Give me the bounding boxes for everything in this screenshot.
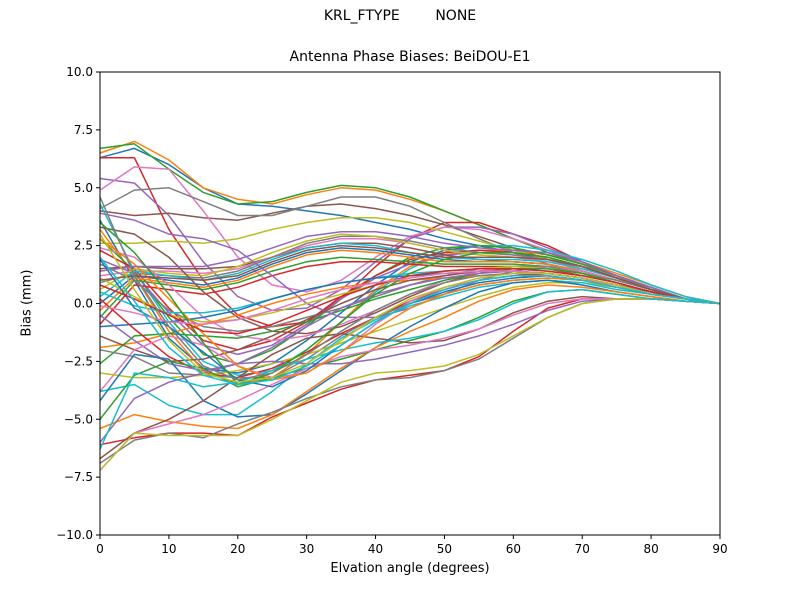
series-layer xyxy=(99,140,721,471)
y-tick-label: −7.5 xyxy=(64,470,93,484)
x-tick-label: 70 xyxy=(575,542,590,556)
plot-area-frame xyxy=(99,71,721,536)
series-line-s50 xyxy=(99,288,721,450)
figure-suptitle: KRL_FTYPE NONE xyxy=(323,8,477,24)
x-tick: 50 xyxy=(437,535,452,556)
x-tick: 70 xyxy=(575,535,590,556)
y-tick-label: 5.0 xyxy=(74,181,93,195)
x-tick-label: 60 xyxy=(506,542,521,556)
x-tick: 30 xyxy=(299,535,314,556)
y-tick-label: 0.0 xyxy=(74,297,93,311)
x-tick: 90 xyxy=(712,535,728,556)
series-line-s44 xyxy=(99,298,721,446)
y-tick-label: −5.0 xyxy=(64,412,93,426)
y-tick-label: 7.5 xyxy=(74,123,93,137)
x-tick: 80 xyxy=(643,535,659,556)
x-tick: 60 xyxy=(506,535,521,556)
x-tick-label: 80 xyxy=(643,542,658,556)
x-tick-label: 50 xyxy=(437,542,452,556)
y-tick: 0.0 xyxy=(74,297,100,311)
y-tick: −5.0 xyxy=(64,412,100,426)
x-tick-label: 90 xyxy=(712,542,727,556)
y-tick: 5.0 xyxy=(74,181,100,195)
x-axis-label: Elvation angle (degrees) xyxy=(330,561,490,576)
y-axis-ticks: −10.0 −7.5 −5.0 −2.5 0.0 2.5 5.0 7.5 10.0 xyxy=(56,65,100,542)
x-tick-label: 20 xyxy=(230,542,245,556)
y-tick-label: 2.5 xyxy=(74,239,93,253)
x-tick: 40 xyxy=(368,535,383,556)
y-tick-label: 10.0 xyxy=(66,65,93,79)
series-line-s02 xyxy=(99,140,721,305)
y-tick-label: −2.5 xyxy=(64,354,93,368)
series-line-s55 xyxy=(99,230,721,305)
y-tick: −2.5 xyxy=(64,354,100,368)
y-tick-label: −10.0 xyxy=(56,528,93,542)
series-line-s10 xyxy=(99,203,721,377)
x-tick: 20 xyxy=(230,535,245,556)
x-tick-label: 10 xyxy=(161,542,176,556)
series-line-s56 xyxy=(99,244,721,305)
y-tick: 10.0 xyxy=(66,65,100,79)
series-line-s42 xyxy=(99,284,721,430)
x-tick: 10 xyxy=(161,535,177,556)
x-tick: 0 xyxy=(96,535,104,556)
series-line-s60 xyxy=(99,256,721,386)
chart-title: Antenna Phase Biases: BeiDOU-E1 xyxy=(289,49,531,65)
series-line-s59 xyxy=(99,233,721,383)
y-tick: −7.5 xyxy=(64,470,100,484)
y-tick: 2.5 xyxy=(74,239,100,253)
y-tick: −10.0 xyxy=(56,528,100,542)
y-tick: 7.5 xyxy=(74,123,100,137)
series-line-s49 xyxy=(99,298,721,471)
x-axis-ticks: 0 10 20 30 40 50 60 70 80 90 xyxy=(96,535,728,556)
x-tick-label: 0 xyxy=(96,542,104,556)
x-tick-label: 30 xyxy=(299,542,314,556)
series-line-s54 xyxy=(99,268,721,335)
x-tick-label: 40 xyxy=(368,542,383,556)
